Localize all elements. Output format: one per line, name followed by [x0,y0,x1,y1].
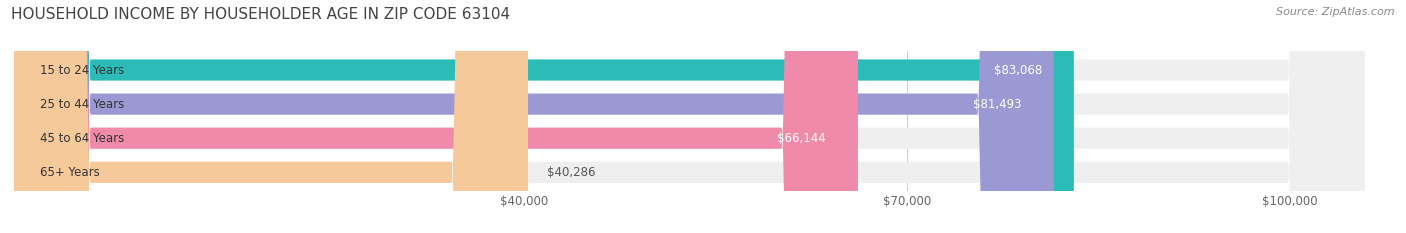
Text: $83,068: $83,068 [994,64,1042,76]
Text: $66,144: $66,144 [778,132,827,145]
Text: 25 to 44 Years: 25 to 44 Years [39,98,124,111]
FancyBboxPatch shape [14,0,1074,233]
FancyBboxPatch shape [14,0,1364,233]
FancyBboxPatch shape [14,0,1053,233]
FancyBboxPatch shape [14,0,1364,233]
Text: Source: ZipAtlas.com: Source: ZipAtlas.com [1277,7,1395,17]
Text: HOUSEHOLD INCOME BY HOUSEHOLDER AGE IN ZIP CODE 63104: HOUSEHOLD INCOME BY HOUSEHOLDER AGE IN Z… [11,7,510,22]
FancyBboxPatch shape [14,0,858,233]
Text: 65+ Years: 65+ Years [39,166,100,179]
Text: 45 to 64 Years: 45 to 64 Years [39,132,124,145]
FancyBboxPatch shape [14,0,1364,233]
Text: $81,493: $81,493 [973,98,1022,111]
FancyBboxPatch shape [14,0,529,233]
Text: $40,286: $40,286 [547,166,596,179]
FancyBboxPatch shape [14,0,1364,233]
Text: 15 to 24 Years: 15 to 24 Years [39,64,124,76]
